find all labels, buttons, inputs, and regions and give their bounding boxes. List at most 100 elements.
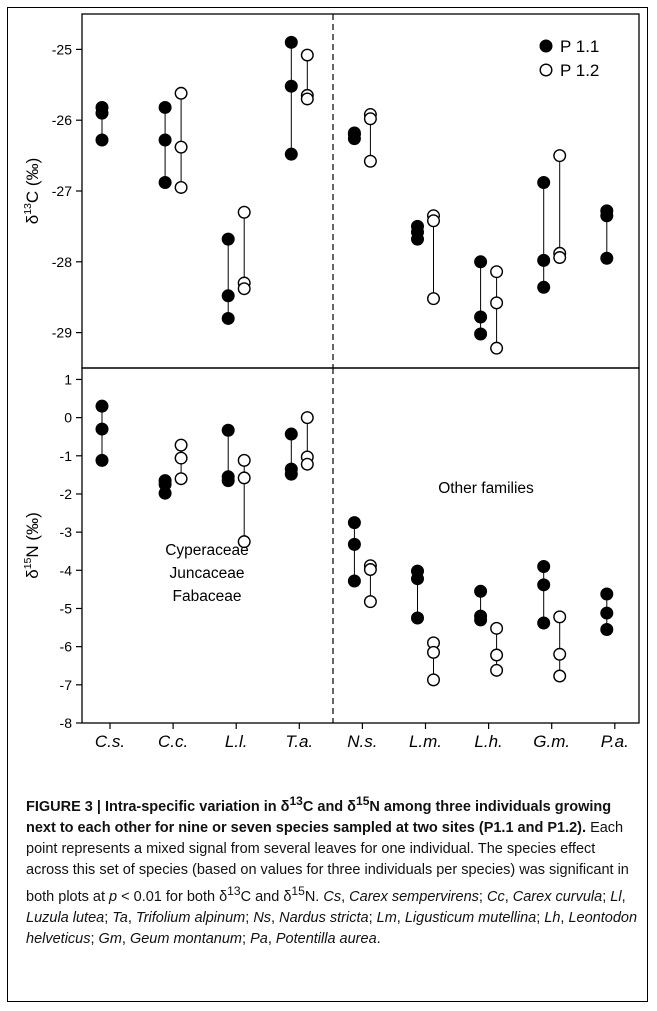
family-annotation-left: Fabaceae — [173, 588, 242, 605]
y-tick-label: 1 — [64, 371, 72, 387]
legend-marker-filled — [539, 39, 553, 53]
point-p12 — [553, 647, 567, 661]
point-p12 — [553, 149, 567, 163]
species-abbr: Cc — [486, 888, 505, 905]
x-category-label: C.c. — [158, 732, 188, 751]
point-p11 — [158, 486, 172, 500]
point-p11 — [537, 253, 551, 267]
point-p11 — [537, 578, 551, 592]
point-p11 — [221, 289, 235, 303]
point-p12 — [427, 292, 441, 306]
point-p12 — [490, 341, 504, 355]
y-tick-label: 0 — [64, 410, 72, 426]
y-tick-label: -4 — [60, 562, 73, 578]
point-p11 — [95, 422, 109, 436]
legend-marker-open — [539, 63, 553, 77]
point-p12 — [490, 296, 504, 310]
family-annotation-right: Other families — [438, 480, 534, 497]
point-p12 — [363, 154, 377, 168]
family-annotation-left: Juncaceae — [170, 565, 245, 582]
bottom-y-axis-label: δ15N (‰) — [22, 512, 42, 579]
y-tick-label: -5 — [60, 600, 73, 616]
point-p11 — [600, 587, 614, 601]
top-y-axis-label: δ13C (‰) — [22, 158, 42, 225]
y-tick-label: -7 — [60, 677, 73, 693]
point-p12 — [427, 645, 441, 659]
point-p11 — [474, 327, 488, 341]
y-tick-label: -1 — [60, 448, 73, 464]
species-abbr: Pa — [250, 930, 268, 947]
bottom-panel-border — [81, 367, 640, 724]
x-category-label: C.s. — [95, 732, 125, 751]
x-category-label: P.a. — [601, 732, 629, 751]
legend-label: P 1.2 — [560, 61, 599, 80]
point-p11 — [158, 176, 172, 190]
point-p11 — [537, 616, 551, 630]
point-p12 — [427, 673, 441, 687]
species-abbr: Cs — [323, 888, 342, 905]
species-name: Trifolium alpinum — [135, 909, 246, 926]
point-p12 — [174, 86, 188, 100]
species-name: Carex curvula — [512, 888, 603, 905]
species-abbr: Lh — [544, 909, 561, 926]
point-p12 — [300, 457, 314, 471]
point-p12 — [174, 438, 188, 452]
species-name: Ligusticum mutellina — [404, 909, 537, 926]
species-abbr: Gm — [98, 930, 122, 947]
point-p12 — [300, 411, 314, 425]
legend-label: P 1.1 — [560, 37, 599, 56]
point-p12 — [237, 453, 251, 467]
point-p11 — [221, 474, 235, 488]
point-p11 — [600, 209, 614, 223]
point-p11 — [284, 427, 298, 441]
point-p11 — [600, 251, 614, 265]
point-p12 — [237, 471, 251, 485]
point-p12 — [553, 669, 567, 683]
point-p11 — [347, 516, 361, 530]
point-p11 — [347, 574, 361, 588]
species-name: Nardus stricta — [279, 909, 369, 926]
y-tick-label: -2 — [60, 486, 73, 502]
y-tick-label: -29 — [52, 325, 72, 341]
point-p12 — [237, 282, 251, 296]
point-p12 — [363, 112, 377, 126]
y-tick-label: -6 — [60, 639, 73, 655]
point-p11 — [347, 127, 361, 141]
point-p11 — [158, 100, 172, 114]
point-p12 — [427, 214, 441, 228]
species-name: Geum montanum — [129, 930, 242, 947]
species-abbr: Ll — [610, 888, 622, 905]
point-p12 — [237, 205, 251, 219]
y-tick-label: -3 — [60, 524, 73, 540]
x-category-label: T.a. — [285, 732, 313, 751]
species-abbr: Lm — [376, 909, 397, 926]
species-name: Potentilla aurea — [275, 930, 377, 947]
point-p11 — [221, 423, 235, 437]
point-p11 — [284, 147, 298, 161]
point-p12 — [174, 451, 188, 465]
figure-chart: -25 -26 -27 -28 -29 δ13C (‰) P 1.1 P 1.2 1 0 -1 -2 -… — [22, 13, 640, 751]
species-name: Carex sempervirens — [349, 888, 479, 905]
species-abbr: Ta — [112, 909, 128, 926]
species-name: Leontodon helveticus — [26, 909, 638, 947]
point-p12 — [490, 621, 504, 635]
species-abbreviation-list: Cs, Carex sempervirens; Cc, Carex curvul… — [26, 888, 638, 947]
point-p11 — [221, 232, 235, 246]
point-p12 — [363, 563, 377, 577]
point-p11 — [537, 280, 551, 294]
x-category-label: N.s. — [347, 732, 377, 751]
top-panel-border — [81, 13, 640, 369]
caption-title: FIGURE 3 | Intra-specific variation in δ… — [26, 794, 612, 836]
y-tick-label: -25 — [52, 41, 72, 57]
point-p12 — [300, 48, 314, 62]
point-p11 — [600, 622, 614, 636]
species-abbr: Ns — [253, 909, 272, 926]
x-category-label: L.h. — [474, 732, 502, 751]
point-p11 — [95, 453, 109, 467]
point-p12 — [363, 595, 377, 609]
family-annotation-left: Cyperaceae — [165, 542, 249, 559]
point-p11 — [411, 611, 425, 625]
point-p12 — [174, 180, 188, 194]
point-p11 — [474, 310, 488, 324]
point-p12 — [553, 251, 567, 265]
